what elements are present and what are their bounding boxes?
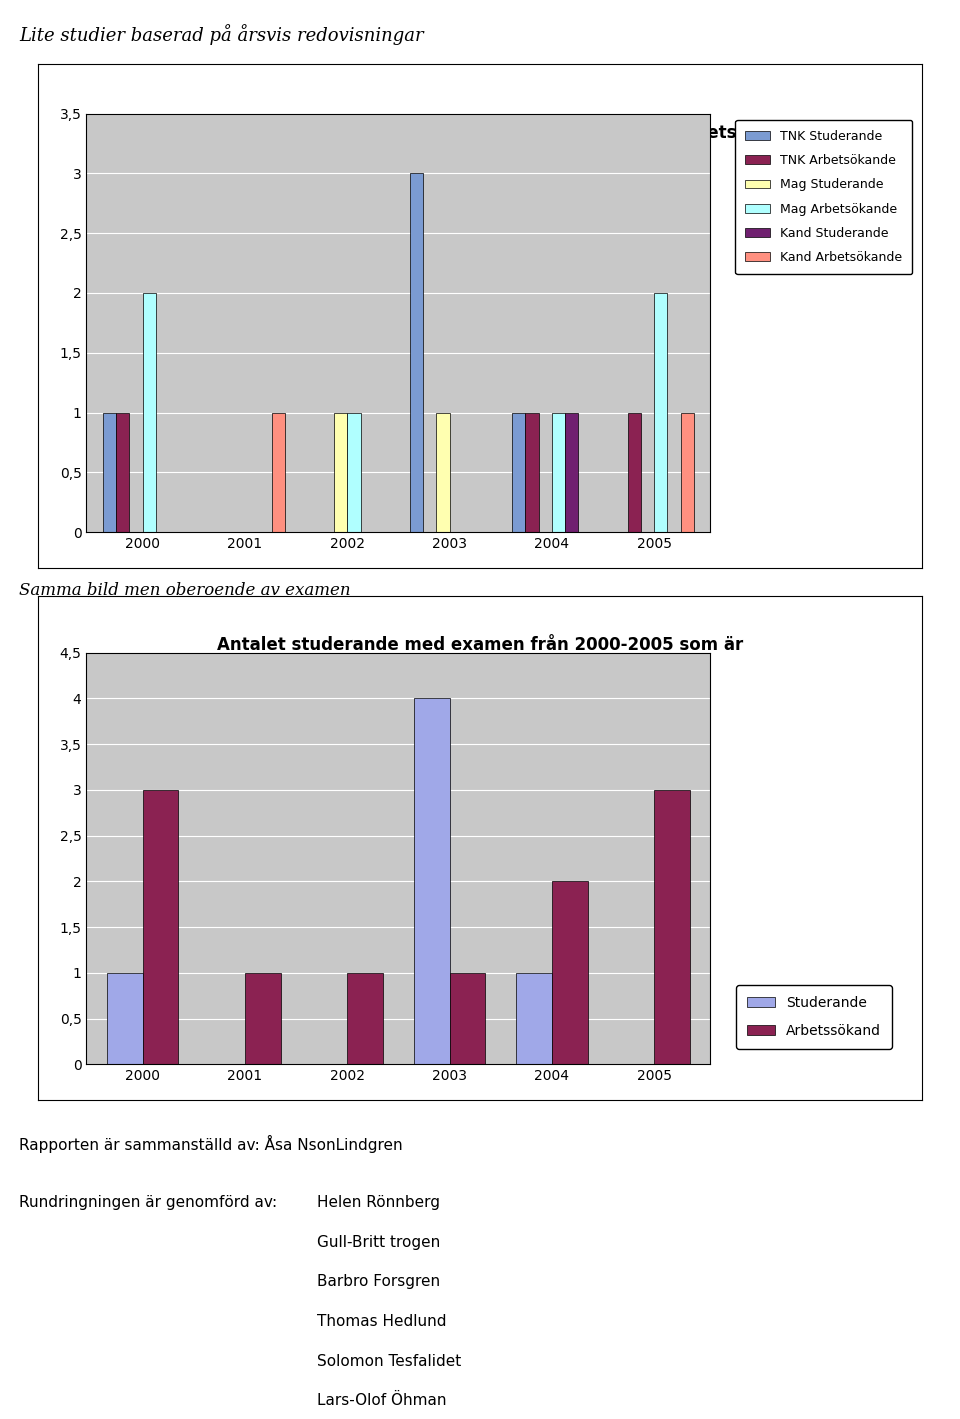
Bar xyxy=(334,413,348,532)
Bar xyxy=(654,790,690,1064)
Legend: TNK Studerande, TNK Arbetsökande, Mag Studerande, Mag Arbetsökande, Kand Studera: TNK Studerande, TNK Arbetsökande, Mag St… xyxy=(735,119,913,274)
Bar xyxy=(512,413,525,532)
Text: Lars-Olof Öhman: Lars-Olof Öhman xyxy=(317,1393,446,1409)
Bar xyxy=(552,881,588,1064)
Text: Barbro Forsgren: Barbro Forsgren xyxy=(317,1274,440,1290)
Bar xyxy=(628,413,641,532)
Bar xyxy=(107,973,143,1064)
Text: Lite studier baserad på årsvis redovisningar: Lite studier baserad på årsvis redovisni… xyxy=(19,24,423,45)
Bar xyxy=(681,413,694,532)
Text: Thomas Hedlund: Thomas Hedlund xyxy=(317,1314,446,1330)
Bar xyxy=(348,973,383,1064)
Text: Rundringningen är genomförd av:: Rundringningen är genomförd av: xyxy=(19,1195,277,1210)
Text: Helen Rönnberg: Helen Rönnberg xyxy=(317,1195,440,1210)
Bar xyxy=(516,973,552,1064)
Text: Samma bild men oberoende av examen: Samma bild men oberoende av examen xyxy=(19,582,350,599)
Bar xyxy=(245,973,280,1064)
Text: Antalet studerande med examen från 2000-2005 som är
arbetssökande eller som stud: Antalet studerande med examen från 2000-… xyxy=(217,636,743,675)
Bar xyxy=(525,413,539,532)
Bar xyxy=(449,973,486,1064)
Bar xyxy=(143,292,156,532)
Bar xyxy=(103,413,116,532)
Bar xyxy=(410,173,423,532)
Text: Solomon Tesfalidet: Solomon Tesfalidet xyxy=(317,1354,461,1369)
Bar xyxy=(552,413,565,532)
Bar xyxy=(143,790,179,1064)
Bar xyxy=(348,413,361,532)
Bar xyxy=(116,413,130,532)
Text: Gull-Britt trogen: Gull-Britt trogen xyxy=(317,1235,440,1250)
Bar xyxy=(565,413,579,532)
Bar xyxy=(272,413,285,532)
Bar xyxy=(654,292,667,532)
Legend: Studerande, Arbetssökand: Studerande, Arbetssökand xyxy=(736,985,892,1049)
Bar xyxy=(436,413,449,532)
Bar xyxy=(414,698,449,1064)
Text: Antalet studerande med examen från 2000-2005 som är arbetssökande
eller som stud: Antalet studerande med examen från 2000-… xyxy=(145,125,815,163)
Text: Rapporten är sammanställd av: Åsa NsonLindgren: Rapporten är sammanställd av: Åsa NsonLi… xyxy=(19,1135,403,1154)
